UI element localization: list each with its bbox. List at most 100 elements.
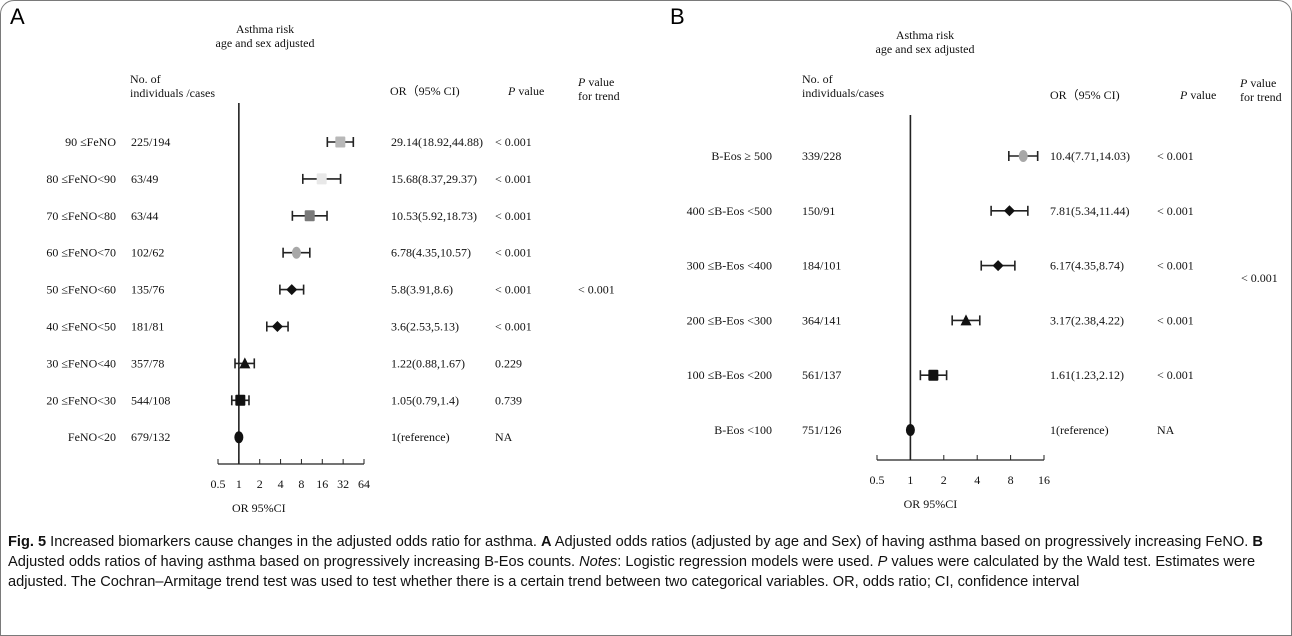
panel-a-row-p-value: < 0.001: [495, 135, 532, 149]
panel-a-row-or-ci: 29.14(18.92,44.88): [391, 135, 483, 149]
panel-a-row-label: 50 ≤FeNO<60: [46, 283, 116, 297]
panel-b-p-header: P value: [1180, 88, 1216, 102]
panel-a-row-count: 679/132: [131, 430, 170, 444]
panel-b-row-label: 300 ≤B-Eos <400: [687, 259, 772, 273]
panel-a-trend-p-value: < 0.001: [578, 283, 615, 297]
panel-b-row-or-ci: 10.4(7.71,14.03): [1050, 149, 1130, 163]
panel-a-label: A: [10, 4, 25, 29]
panel-b-row-label: 400 ≤B-Eos <500: [687, 204, 772, 218]
panel-b-label: B: [670, 4, 685, 29]
panel-b-trend-p-value: < 0.001: [1241, 271, 1278, 285]
panel-b-row-or-ci: 1.61(1.23,2.12): [1050, 368, 1124, 382]
panel-a-n-header-line2: individuals /cases: [130, 86, 215, 100]
panel-a-trend-header-line1: P value: [578, 75, 620, 89]
panel-a-row-label: 80 ≤FeNO<90: [46, 172, 116, 186]
panel-a-point-diamond: [271, 321, 283, 332]
panel-a-row-p-value: < 0.001: [495, 209, 532, 223]
panel-a-row-label: 90 ≤FeNO: [65, 135, 116, 149]
panel-a-x-tick-label: 4: [278, 477, 284, 491]
panel-b-row-p-value: < 0.001: [1157, 204, 1194, 218]
panel-b-row-p-value: < 0.001: [1157, 149, 1194, 163]
panel-a-trend-header-line2: for trend: [578, 89, 620, 103]
panel-a-row-or-ci: 6.78(4.35,10.57): [391, 246, 471, 260]
panel-b-row-label: 100 ≤B-Eos <200: [687, 368, 772, 382]
panel-b-x-axis-label: OR 95%CI: [904, 497, 958, 511]
caption-b-text: Adjusted odds ratios of having asthma ba…: [8, 554, 580, 570]
caption-a-label: A: [540, 534, 552, 550]
panel-a-p-header-suffix: value: [515, 84, 545, 98]
panel-a-point-square: [235, 394, 246, 406]
panel-b-row-or-ci: 6.17(4.35,8.74): [1050, 259, 1124, 273]
panel-b-row-p-value: < 0.001: [1157, 368, 1194, 382]
panel-b-trend-p-suffix: value: [1247, 76, 1277, 90]
panel-a-row-or-ci: 1.05(0.79,1.4): [391, 393, 459, 407]
panel-b-title: Asthma risk age and sex adjusted: [860, 28, 990, 56]
panel-a-p-header: P value: [508, 84, 544, 98]
panel-a-x-tick-label: 0.5: [211, 477, 226, 491]
panel-a-row-p-value: NA: [495, 430, 513, 444]
panel-a-row-or-ci: 3.6(2.53,5.13): [391, 320, 459, 334]
panel-b-title-line2: age and sex adjusted: [875, 42, 975, 56]
panel-b-row-label: B-Eos ≥ 500: [711, 149, 772, 163]
panel-b-row-or-ci: 1(reference): [1050, 423, 1109, 437]
panel-a-point-circle: [291, 246, 301, 259]
panel-b-row-count: 751/126: [802, 423, 841, 437]
panel-b-point-circle: [905, 424, 915, 436]
panel-a-point-square: [316, 173, 327, 185]
panel-a-p-header-italic: P: [508, 84, 516, 98]
panel-a-row-or-ci: 5.8(3.91,8.6): [391, 283, 453, 297]
panel-a-title: Asthma risk age and sex adjusted: [200, 22, 330, 50]
panel-a-row-count: 544/108: [131, 393, 170, 407]
panel-a-row-label: 20 ≤FeNO<30: [46, 393, 116, 407]
panel-a-row-p-value: < 0.001: [495, 283, 532, 297]
panel-b-point-triangle: [960, 314, 972, 326]
panel-a-row-p-value: < 0.001: [495, 320, 532, 334]
panel-b-n-header-line1: No. of: [802, 72, 833, 86]
panel-b-x-tick-label: 0.5: [870, 473, 885, 487]
panel-b-n-header: No. of individuals/cases: [802, 72, 884, 100]
panel-a-x-tick-label: 1: [236, 477, 242, 491]
panel-b-x-tick-label: 1: [907, 473, 913, 487]
panel-b-trend-p-italic: P: [1240, 76, 1248, 90]
panel-a-row-p-value: 0.229: [495, 356, 522, 370]
figure-caption: Fig. 5 Increased biomarkers cause change…: [8, 532, 1278, 592]
caption-b-label: B: [1252, 534, 1263, 550]
panel-a-x-axis-label: OR 95%CI: [232, 501, 286, 515]
caption-a-text: Adjusted odds ratios (adjusted by age an…: [551, 534, 1253, 550]
panel-a-row-p-value: < 0.001: [495, 172, 532, 186]
panel-b-point-circle: [1018, 150, 1028, 162]
panel-b-x-tick-label: 2: [941, 473, 947, 487]
panel-a-row-count: 102/62: [131, 246, 164, 260]
panel-b-row-count: 184/101: [802, 259, 841, 273]
panel-a-row-count: 63/44: [131, 209, 158, 223]
panel-b-row-count: 561/137: [802, 368, 841, 382]
panel-a-row-label: 30 ≤FeNO<40: [46, 356, 116, 370]
panel-b-row-p-value: < 0.001: [1157, 313, 1194, 327]
panel-a-row-or-ci: 1(reference): [391, 430, 450, 444]
panel-a-x-tick-label: 8: [298, 477, 304, 491]
panel-b-row-label: 200 ≤B-Eos <300: [687, 313, 772, 327]
panel-b-row-p-value: < 0.001: [1157, 259, 1194, 273]
panel-b-x-tick-label: 8: [1008, 473, 1014, 487]
panel-b-trend-header-line2: for trend: [1240, 90, 1282, 104]
panel-a-row-or-ci: 15.68(8.37,29.37): [391, 172, 477, 186]
panel-b-n-header-line2: individuals/cases: [802, 86, 884, 100]
panel-a-n-header-line1: No. of: [130, 72, 161, 86]
panel-a-trend-p-suffix: value: [585, 75, 615, 89]
panel-a-trend-header: P value for trend: [578, 75, 620, 103]
panel-b-point-diamond: [1003, 205, 1015, 217]
panel-a-or-header: OR（95% CI): [390, 84, 460, 98]
panel-a-row-count: 181/81: [131, 320, 164, 334]
panel-a-row-label: FeNO<20: [68, 430, 116, 444]
panel-a-n-header: No. of individuals /cases: [130, 72, 215, 100]
panel-b-row-or-ci: 7.81(5.34,11.44): [1050, 204, 1130, 218]
panel-b-point-square: [928, 369, 939, 381]
panel-a-x-tick-label: 64: [358, 477, 370, 491]
panel-a-point-diamond: [286, 284, 298, 296]
panel-a-x-tick-label: 32: [337, 477, 349, 491]
panel-a-x-tick-label: 2: [257, 477, 263, 491]
caption-title: Increased biomarkers cause changes in th…: [46, 534, 541, 550]
panel-a-row-or-ci: 10.53(5.92,18.73): [391, 209, 477, 223]
